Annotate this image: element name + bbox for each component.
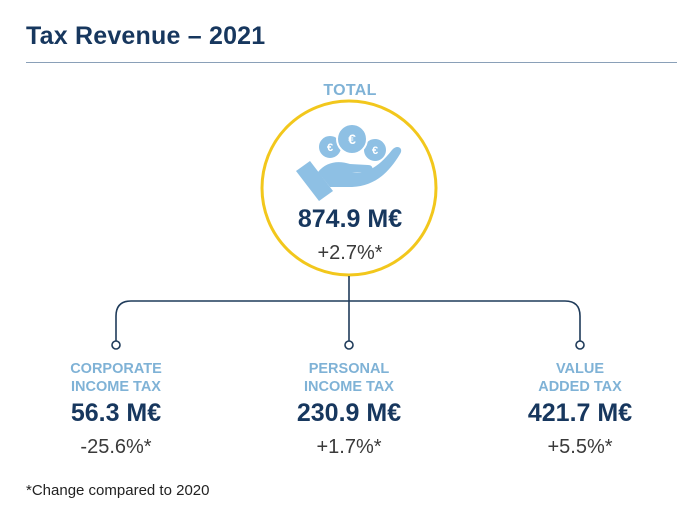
footnote: *Change compared to 2020 bbox=[26, 482, 210, 499]
category-change-corporate: -25.6%* bbox=[80, 436, 152, 458]
connector-nodes bbox=[111, 340, 585, 350]
category-label-personal: PERSONAL INCOME TAX bbox=[304, 361, 394, 395]
coin-symbol: € bbox=[348, 131, 356, 147]
category-change-personal: +1.7%* bbox=[316, 436, 382, 458]
connector-lines bbox=[115, 276, 581, 341]
hand-holding-euro-coins-icon: € € € bbox=[296, 123, 402, 201]
node-corporate bbox=[111, 340, 121, 350]
total-change: +2.7%* bbox=[317, 242, 383, 264]
coin-symbol: € bbox=[327, 142, 333, 154]
coin-symbol: € bbox=[372, 145, 378, 157]
total-value: 874.9 M€ bbox=[297, 205, 403, 233]
category-change-vat: +5.5%* bbox=[547, 436, 613, 458]
category-label-corporate: CORPORATE INCOME TAX bbox=[70, 361, 162, 395]
title-divider bbox=[26, 62, 677, 63]
category-value-personal: 230.9 M€ bbox=[296, 399, 402, 427]
category-value-vat: 421.7 M€ bbox=[527, 399, 633, 427]
node-vat bbox=[575, 340, 585, 350]
node-personal bbox=[344, 340, 354, 350]
category-label-vat: VALUE ADDED TAX bbox=[538, 361, 622, 395]
total-label: TOTAL bbox=[323, 82, 377, 99]
total-circle bbox=[260, 99, 438, 277]
page-title: Tax Revenue – 2021 bbox=[26, 22, 266, 50]
category-value-corporate: 56.3 M€ bbox=[70, 399, 162, 427]
